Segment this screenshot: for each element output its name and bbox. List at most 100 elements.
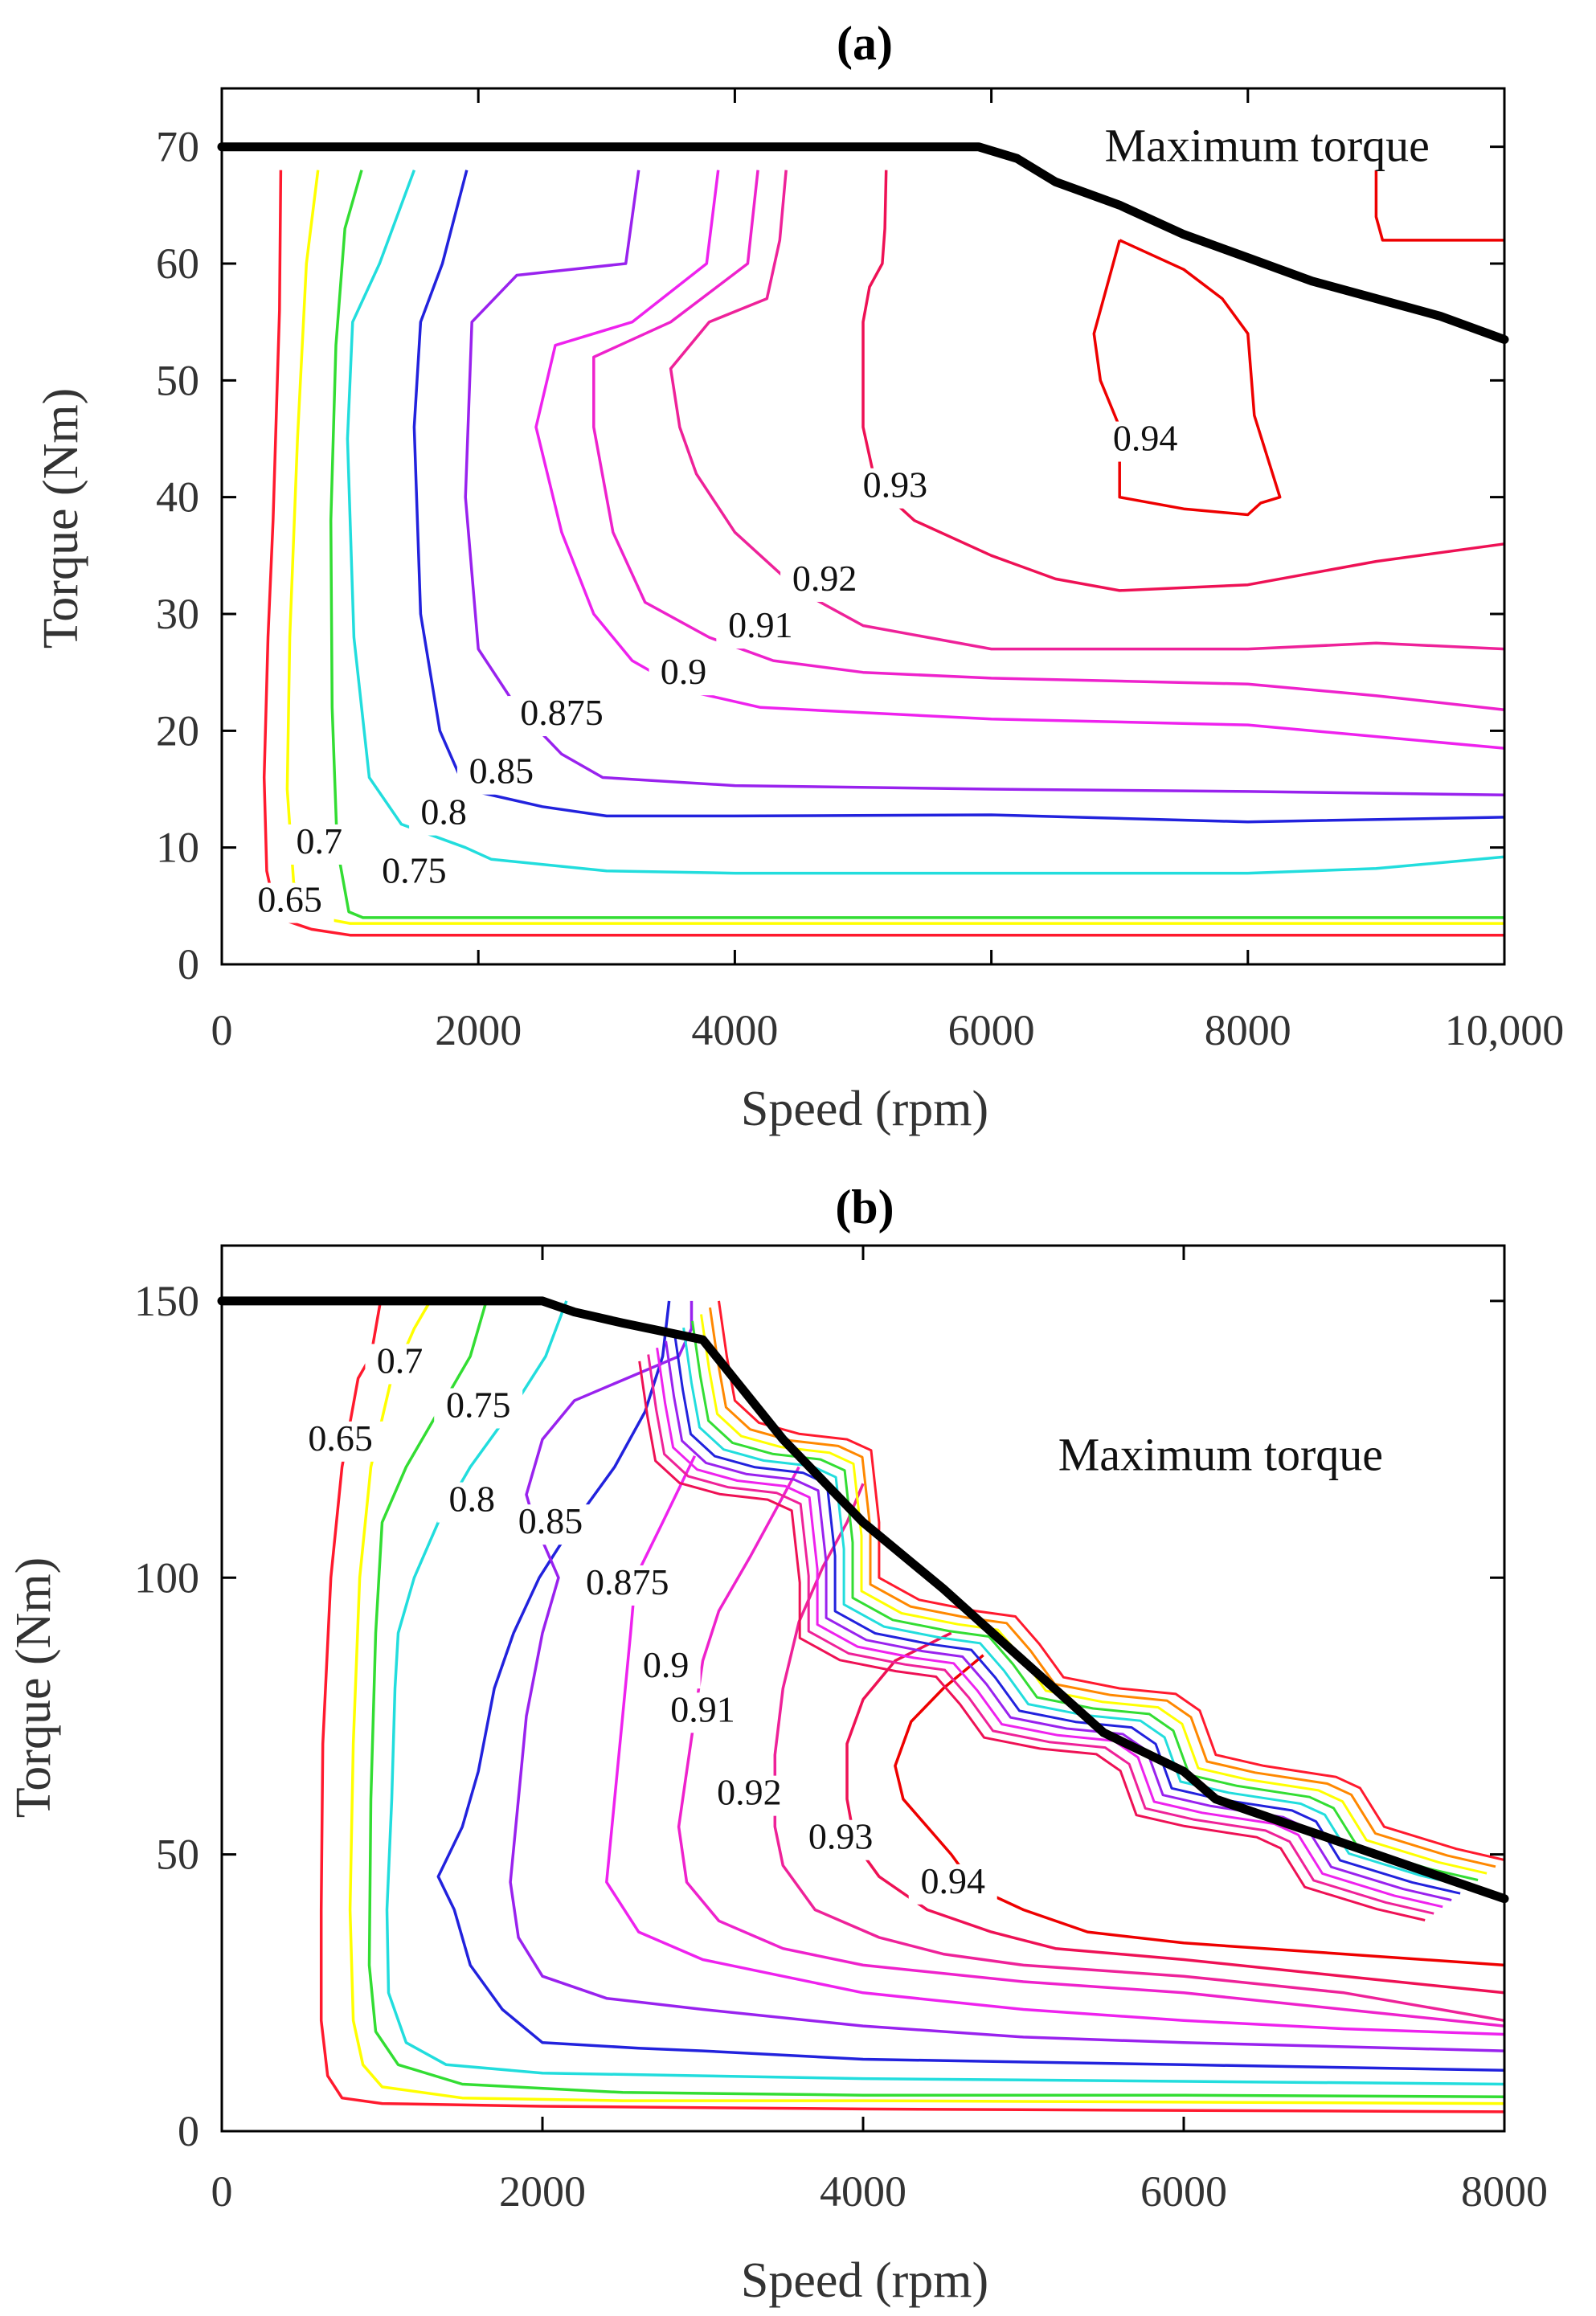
panel-b-contour-label-bg: [573, 1565, 681, 1606]
panel-b-ytick-label: 100: [134, 1553, 199, 1602]
panel-b-boundary-contour: [638, 1361, 1426, 1921]
panel-b-contour-label: 0.92: [717, 1772, 782, 1813]
panel-b-plot-area: 0.650.7 0.75 0.8 0.850.875 0.90.91 0.92 0.93 0.…: [134, 1244, 1548, 2216]
panel-b-ylabel: Torque (Nm): [6, 1557, 61, 1819]
panel-a-contour-label-bg: [1101, 421, 1190, 462]
panel-a-contour-0-75: [329, 170, 1504, 919]
panel-a-xtick-label: 4000: [691, 1006, 778, 1054]
panel-a-contour-0-91: [592, 170, 1505, 711]
panel-a-contour-label: 0.9: [661, 651, 707, 692]
panel-a-ylabel: Torque (Nm): [34, 388, 88, 649]
panel-b-boundary-contour: [718, 1300, 1505, 1861]
panel-b-max-torque-line: [217, 1296, 1509, 1904]
panel-b-contour-label: 0.8: [448, 1479, 495, 1520]
panel-b-xtick-label: 0: [211, 2167, 233, 2216]
panel-a-contour-label: 0.91: [728, 604, 793, 645]
panel-a-contour-label-bg: [370, 853, 459, 894]
panel-a-xtick-label: 0: [211, 1006, 233, 1054]
panel-a-contour-label-bg: [716, 608, 805, 649]
panel-b-contour-label-bg: [705, 1775, 794, 1816]
panel-a-contour-0-65: [262, 170, 1504, 937]
panel-a-contour-label: 0.93: [863, 464, 928, 505]
panel-a-xtick-label: 10,000: [1445, 1006, 1565, 1054]
panel-a-max-torque-line: [217, 142, 1509, 344]
panel-a-ytick-label: 60: [156, 239, 199, 288]
panel-b-contour-label-bg: [296, 1421, 385, 1462]
panel-b-contour-label-bg: [437, 1482, 507, 1523]
panel-a-ytick-label: 0: [178, 940, 199, 988]
panel-a-xtick-label: 2000: [435, 1006, 522, 1054]
panel-a-contour-label-bg: [850, 468, 939, 509]
panel-b-xlabel: Speed (rpm): [741, 2253, 988, 2308]
panel-a-ytick-label: 30: [156, 590, 199, 638]
panel-b-boundary-contour: [700, 1314, 1488, 1875]
panel-a-ytick-label: 70: [156, 123, 199, 171]
panel-b-xtick-label: 2000: [499, 2167, 586, 2216]
panel-a-contour-0-9: [534, 170, 1505, 750]
panel-b-max-torque-annotation: Maximum torque: [1058, 1429, 1383, 1481]
panel-a-contour-label: 0.7: [297, 820, 343, 861]
panel-a-contour-label: 0.875: [520, 692, 604, 733]
panel-b-boundary-contour: [665, 1340, 1452, 1901]
panel-a-contour-label: 0.65: [257, 879, 322, 920]
panel-a-contour-label-bg: [409, 795, 479, 836]
panel-a-contour-0-92: [669, 170, 1505, 651]
panel-a-contour-label-bg: [456, 754, 546, 795]
panel-b-contour-label: 0.91: [670, 1688, 735, 1729]
panel-b-contour-label: 0.9: [643, 1644, 690, 1685]
panel-b-ytick-label: 0: [178, 2107, 199, 2155]
panel-b-title: (b): [835, 1181, 894, 1234]
panel-a-xlabel: Speed (rpm): [741, 1082, 988, 1136]
panel-a-contour-label: 0.75: [382, 849, 447, 890]
panel-b-contour-0-91: [677, 1466, 1505, 2028]
panel-b-contour-label-bg: [434, 1388, 523, 1429]
panel-a-contour-0-875: [464, 170, 1505, 797]
panel-a-ytick-label: 20: [156, 706, 199, 755]
panel-b-contour-label: 0.94: [920, 1860, 985, 1901]
panel-b-contour-label: 0.875: [586, 1561, 669, 1602]
panel-a: (a) 0.65 0.7 0.75 0.80.85 0.875 0.9 0.91 0.92 0.…: [34, 17, 1564, 1136]
panel-b-xtick-label: 4000: [820, 2167, 906, 2216]
panel-b-contour-label-bg: [365, 1344, 435, 1385]
panel-b-contour-0-65: [319, 1300, 1505, 2113]
panel-b-ytick-label: 150: [134, 1277, 199, 1325]
panel-a-contour-label: 0.92: [792, 558, 857, 599]
panel-b-boundary-contour: [709, 1307, 1496, 1868]
panel-b-contour-label: 0.93: [808, 1816, 874, 1857]
panel-a-ytick-label: 40: [156, 473, 199, 522]
panel-b-contour-0-8: [385, 1300, 1505, 2086]
panel-a-contour-label-bg: [649, 655, 718, 696]
panel-a-contour-label: 0.8: [420, 792, 467, 833]
panel-a-max-torque-annotation: Maximum torque: [1105, 120, 1430, 172]
panel-a-ytick-label: 50: [156, 356, 199, 404]
panel-a-contour-0-94: [1374, 170, 1504, 242]
panel-b-contour-label: 0.7: [377, 1340, 424, 1381]
panel-b-contour-0-75: [367, 1300, 1505, 2099]
panel-a-contour-0-8: [346, 170, 1505, 875]
panel-a-contour-0-7: [285, 170, 1504, 925]
panel-b-contour-0-94: [894, 1654, 1505, 1967]
panel-a-xtick-label: 8000: [1205, 1006, 1291, 1054]
panel-b-contour-label-bg: [908, 1864, 997, 1905]
panel-a-contour-label: 0.85: [469, 751, 534, 792]
panel-a-contour-label-bg: [780, 561, 870, 602]
panel-b-contour-label-bg: [505, 1504, 595, 1545]
panel-b-contour-label: 0.65: [308, 1418, 373, 1459]
panel-a-axes-frame: [220, 87, 1506, 966]
panel-b-ytick-label: 50: [156, 1831, 199, 1879]
panel-b-contour-label: 0.85: [518, 1500, 583, 1541]
panel-b-contour-label-bg: [658, 1692, 747, 1733]
panel-b-boundary-contour: [682, 1327, 1470, 1888]
panel-a-contour-0-94: [1092, 239, 1282, 517]
panel-b-xtick-label: 6000: [1140, 2167, 1227, 2216]
panel-a-xtick-label: 6000: [948, 1006, 1035, 1054]
panel-a-title: (a): [837, 17, 893, 70]
panel-a-contour-label: 0.94: [1113, 418, 1178, 459]
panel-a-contour-label-bg: [245, 882, 334, 923]
panel-b-boundary-contour: [691, 1320, 1479, 1881]
panel-b-contour-label: 0.75: [446, 1385, 511, 1426]
panel-b-contour-0-7: [348, 1300, 1505, 2105]
panel-a-ytick-label: 10: [156, 824, 199, 872]
panel-b-boundary-contour: [656, 1347, 1443, 1909]
